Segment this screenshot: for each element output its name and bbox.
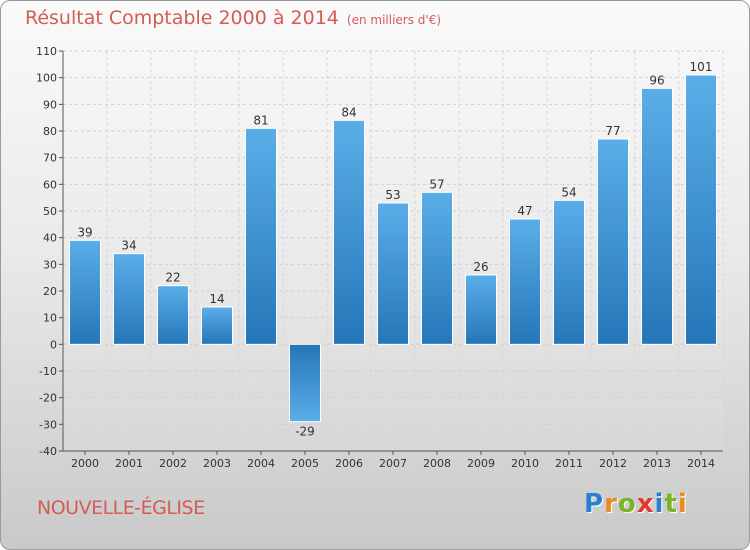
logo-letter: i (677, 489, 688, 519)
logo-letter: t (664, 489, 678, 519)
x-tick-label-2005: 2005 (291, 457, 319, 470)
y-tick-label: -20 (39, 392, 57, 405)
x-tick-label-2010: 2010 (511, 457, 539, 470)
bar-2010 (509, 218, 541, 345)
x-tick-label-2001: 2001 (115, 457, 143, 470)
bar-2012 (597, 138, 629, 345)
y-tick-label: -30 (39, 418, 57, 431)
value-label-2002: 22 (165, 271, 180, 285)
bar-2000 (69, 239, 101, 345)
chart-subtitle: (en milliers d'€) (346, 13, 442, 27)
value-label-2004: 81 (253, 113, 268, 127)
value-label-2012: 77 (605, 124, 620, 138)
y-tick-label: -10 (39, 365, 57, 378)
bar-2003 (201, 306, 233, 345)
y-tick-label: 40 (43, 232, 57, 245)
x-tick-label-2003: 2003 (203, 457, 231, 470)
value-label-2009: 26 (473, 260, 488, 274)
value-label-2005: -29 (295, 425, 315, 439)
x-tick-label-2014: 2014 (687, 457, 715, 470)
y-tick-label: 50 (43, 205, 57, 218)
value-label-2001: 34 (121, 239, 136, 253)
value-label-2003: 14 (209, 292, 224, 306)
logo-letter: P (584, 489, 605, 519)
chart-title: Résultat Comptable 2000 à 2014 (en millie… (25, 7, 441, 29)
x-tick-label-2009: 2009 (467, 457, 495, 470)
x-tick-label-2000: 2000 (71, 457, 99, 470)
value-label-2008: 57 (429, 177, 444, 191)
bar-2005 (289, 343, 321, 423)
y-tick-label: 110 (36, 45, 57, 58)
x-tick-label-2007: 2007 (379, 457, 407, 470)
bar-2001 (113, 253, 145, 345)
x-tick-label-2013: 2013 (643, 457, 671, 470)
bar-2004 (245, 127, 277, 345)
bar-2011 (553, 199, 585, 345)
bar-2008 (421, 191, 453, 345)
x-tick-label-2008: 2008 (423, 457, 451, 470)
town-name: NOUVELLE-ÉGLISE (37, 497, 205, 519)
bar-2013 (641, 87, 673, 345)
y-tick-label: 80 (43, 125, 57, 138)
x-tick-label-2006: 2006 (335, 457, 363, 470)
bar-2006 (333, 119, 365, 345)
y-tick-label: 10 (43, 312, 57, 325)
y-tick-label: 0 (50, 338, 57, 351)
value-label-2006: 84 (341, 105, 356, 119)
x-tick-label-2011: 2011 (555, 457, 583, 470)
logo-letter: x (636, 489, 655, 519)
value-label-2000: 39 (77, 225, 92, 239)
y-tick-label: 90 (43, 98, 57, 111)
chart-title-text: Résultat Comptable 2000 à 2014 (25, 7, 339, 29)
y-tick-label: 100 (36, 72, 57, 85)
proxiti-logo[interactable]: Proxiti (584, 489, 688, 519)
value-label-2011: 54 (561, 185, 576, 199)
y-tick-label: -40 (39, 445, 57, 458)
x-tick-label-2002: 2002 (159, 457, 187, 470)
bar-2009 (465, 274, 497, 345)
logo-letter: i (654, 489, 665, 519)
y-tick-label: 30 (43, 258, 57, 271)
y-tick-label: 70 (43, 152, 57, 165)
bar-2014 (685, 74, 717, 345)
logo-letter: r (604, 489, 618, 519)
value-label-2007: 53 (385, 188, 400, 202)
y-tick-label: 20 (43, 285, 57, 298)
value-label-2013: 96 (649, 73, 664, 87)
logo-letter: o (617, 489, 637, 519)
x-tick-label-2012: 2012 (599, 457, 627, 470)
y-tick-label: 60 (43, 178, 57, 191)
bar-2007 (377, 202, 409, 345)
x-tick-label-2004: 2004 (247, 457, 275, 470)
value-label-2010: 47 (517, 204, 532, 218)
value-label-2014: 101 (690, 60, 713, 74)
bar-2002 (157, 285, 189, 345)
